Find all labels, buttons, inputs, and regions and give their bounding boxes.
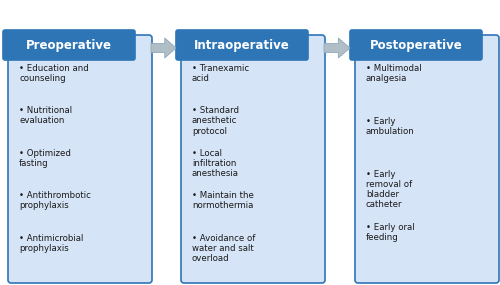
FancyBboxPatch shape — [181, 35, 325, 283]
Text: • Local
infiltration
anesthesia: • Local infiltration anesthesia — [192, 149, 239, 178]
Text: • Optimized
fasting: • Optimized fasting — [19, 149, 71, 168]
Text: Intraoperative: Intraoperative — [194, 38, 290, 52]
Text: • Multimodal
analgesia: • Multimodal analgesia — [366, 64, 422, 83]
Text: • Early
removal of
bladder
catheter: • Early removal of bladder catheter — [366, 170, 412, 209]
Text: Preoperative: Preoperative — [26, 38, 112, 52]
Text: • Maintain the
normothermia: • Maintain the normothermia — [192, 191, 254, 210]
Text: • Early
ambulation: • Early ambulation — [366, 117, 415, 136]
Text: • Antimicrobial
prophylaxis: • Antimicrobial prophylaxis — [19, 234, 84, 253]
Polygon shape — [151, 38, 176, 58]
FancyBboxPatch shape — [8, 35, 152, 283]
Polygon shape — [324, 38, 350, 58]
Text: • Antithrombotic
prophylaxis: • Antithrombotic prophylaxis — [19, 191, 91, 210]
Text: • Education and
counseling: • Education and counseling — [19, 64, 89, 83]
Text: • Nutritional
evaluation: • Nutritional evaluation — [19, 106, 72, 125]
FancyBboxPatch shape — [350, 30, 482, 60]
Text: Postoperative: Postoperative — [370, 38, 462, 52]
FancyBboxPatch shape — [355, 35, 499, 283]
Text: • Standard
anesthetic
protocol: • Standard anesthetic protocol — [192, 106, 239, 135]
FancyBboxPatch shape — [3, 30, 135, 60]
Text: • Avoidance of
water and salt
overload: • Avoidance of water and salt overload — [192, 234, 256, 263]
FancyBboxPatch shape — [176, 30, 308, 60]
Text: • Early oral
feeding: • Early oral feeding — [366, 223, 414, 242]
Text: • Tranexamic
acid: • Tranexamic acid — [192, 64, 249, 83]
